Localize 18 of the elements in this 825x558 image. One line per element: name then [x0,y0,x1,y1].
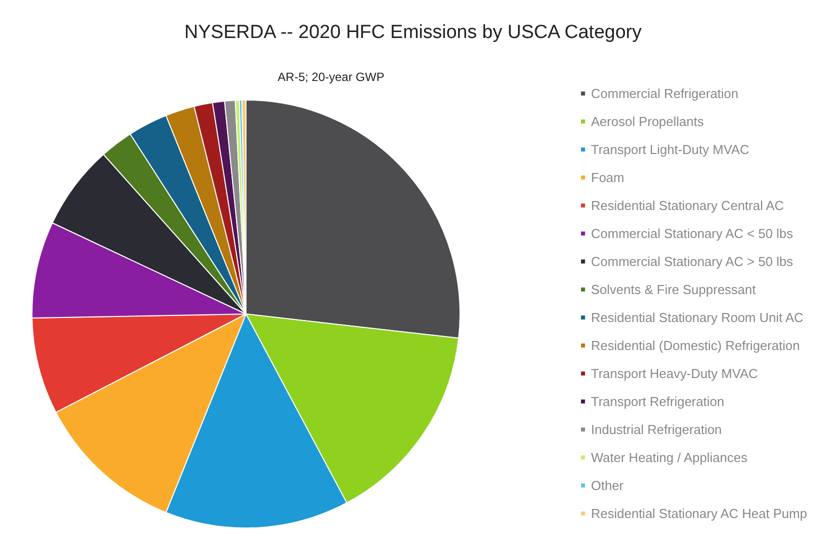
legend-label: Solvents & Fire Suppressant [591,282,756,297]
legend-label: Residential Stationary Central AC [591,198,784,213]
legend-label: Residential (Domestic) Refrigeration [591,338,800,353]
legend-label: Residential Stationary Room Unit AC [591,310,804,325]
legend-label: Residential Stationary AC Heat Pump [591,506,808,521]
legend-label: Transport Refrigeration [591,394,724,409]
legend-label: Commercial Refrigeration [591,86,738,101]
legend-label: Foam [591,170,624,185]
legend-label: Commercial Stationary AC > 50 lbs [591,254,794,269]
legend-label: Aerosol Propellants [591,114,704,129]
chart-subtitle: AR-5; 20-year GWP [278,70,384,84]
chart-title: NYSERDA -- 2020 HFC Emissions by USCA Category [184,22,642,43]
legend-label: Commercial Stationary AC < 50 lbs [591,226,794,241]
legend-label: Water Heating / Appliances [591,450,748,465]
legend-label: Industrial Refrigeration [591,422,722,437]
legend-label: Other [591,478,624,493]
legend-label: Transport Light-Duty MVAC [591,142,750,157]
legend-label: Transport Heavy-Duty MVAC [591,366,758,381]
